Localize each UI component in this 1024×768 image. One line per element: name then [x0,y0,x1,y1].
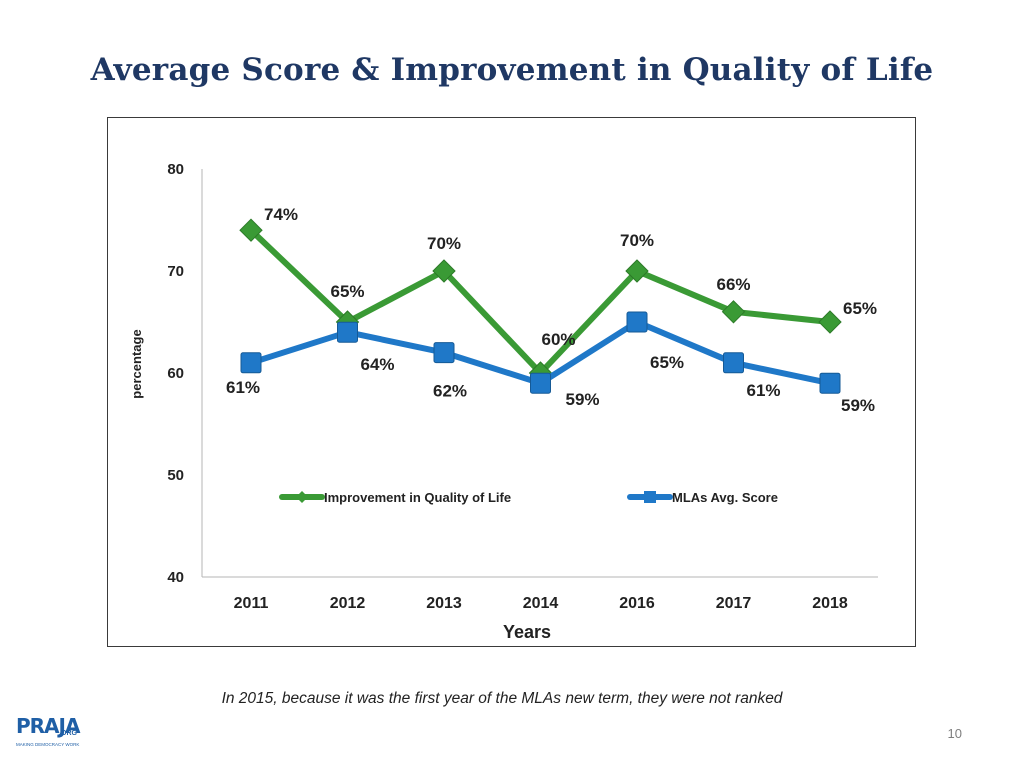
data-label: 62% [433,382,467,401]
legend-label-quality: Improvement in Quality of Life [324,490,511,505]
chart-frame: 40 50 60 70 80 2011 2012 2013 2014 2016 2017 2018 Ye… [107,117,916,647]
x-tick-label: 2017 [716,595,752,612]
footnote: In 2015, because it was the first year o… [221,690,783,707]
logo-wordmark: PRAJA [16,714,80,738]
x-axis-label: Years [503,622,551,642]
x-tick-label: 2018 [812,595,848,612]
data-label: 61% [746,381,780,400]
y-tick-label: 80 [167,161,184,178]
data-label: 65% [650,353,684,372]
x-tick-label: 2013 [426,595,462,612]
logo-tagline: MAKING DEMOCRACY WORK [16,742,80,747]
data-label: 60% [541,330,575,349]
data-label: 65% [843,299,877,318]
data-label: 70% [427,234,461,253]
series-line-quality [248,227,833,376]
legend-marker-square [644,491,656,503]
legend-marker-diamond [296,491,308,503]
data-point-score [530,372,551,394]
y-tick-label: 60 [167,365,184,382]
data-label: 64% [360,355,394,374]
legend-label-score: MLAs Avg. Score [672,490,778,505]
data-label: 70% [620,231,654,250]
y-tick-label: 40 [167,569,184,586]
data-point-score [337,321,358,343]
x-tick-label: 2012 [330,595,366,612]
data-point-quality [625,259,649,283]
y-tick-label: 70 [167,263,184,280]
data-label: 66% [716,275,750,294]
data-point-quality [239,218,263,242]
logo-suffix: ORG [61,730,77,737]
data-point-score [626,311,648,333]
data-label: 61% [226,378,260,397]
data-point-score [723,352,744,374]
data-point-quality [721,300,746,324]
data-label: 65% [330,282,364,301]
y-tick-label: 50 [167,467,184,484]
data-point-score [819,372,841,394]
data-point-score [433,342,455,364]
data-point-quality [818,310,842,334]
data-point-score [240,352,262,374]
data-label: 59% [841,396,875,415]
page-number: 10 [947,726,962,741]
data-point-quality [432,259,456,283]
y-axis-label: percentage [129,329,144,398]
praja-logo: PRAJA ORG MAKING DEMOCRACY WORK [14,712,84,752]
x-tick-label: 2011 [234,595,269,612]
slide-title: Average Score & Improvement in Quality o… [90,52,934,88]
x-tick-label: 2014 [523,595,559,612]
x-tick-label: 2016 [619,595,655,612]
line-chart: 40 50 60 70 80 2011 2012 2013 2014 2016 2017 2018 Ye… [129,161,878,642]
data-label: 59% [565,390,599,409]
data-label: 74% [264,205,298,224]
